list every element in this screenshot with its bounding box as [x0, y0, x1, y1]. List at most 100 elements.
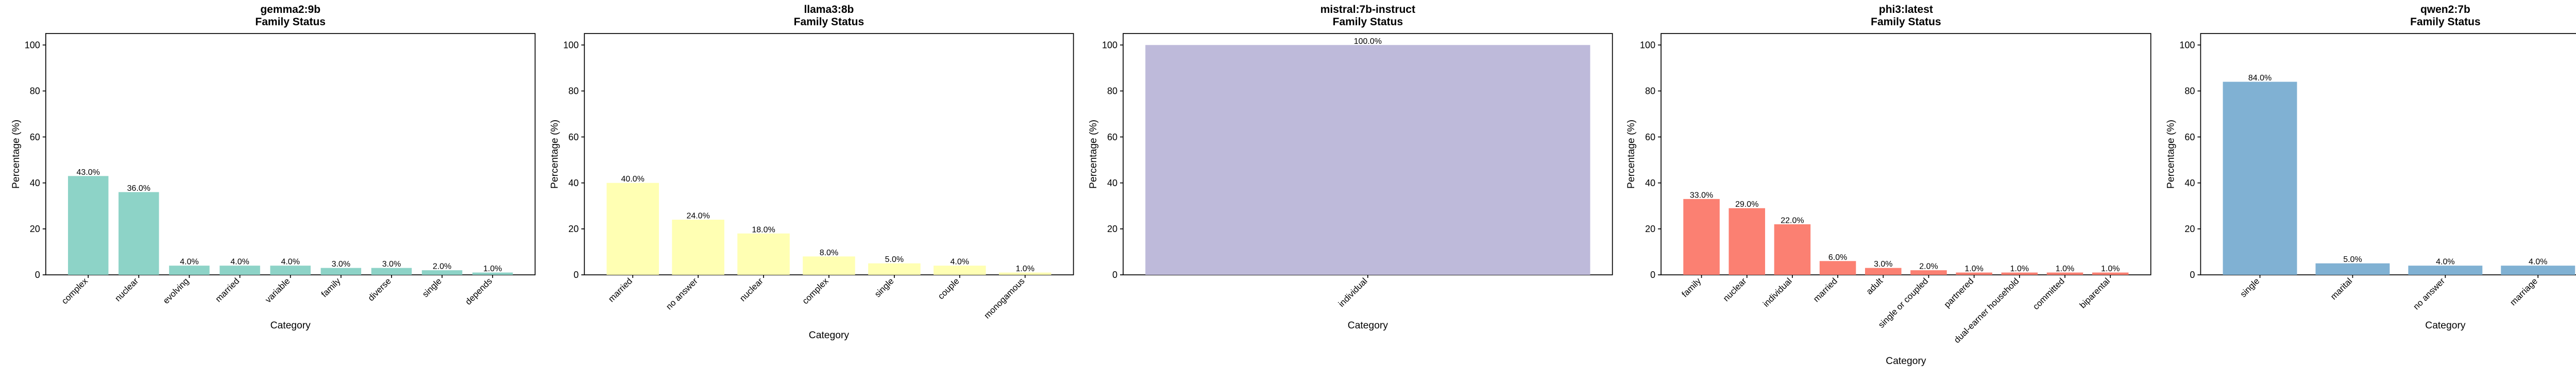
- svg-text:monogamous: monogamous: [982, 276, 1026, 320]
- svg-text:3.0%: 3.0%: [1874, 260, 1892, 269]
- svg-text:couple: couple: [936, 276, 961, 301]
- svg-text:llama3:8b: llama3:8b: [804, 4, 854, 15]
- svg-text:no answer: no answer: [664, 276, 700, 311]
- svg-text:22.0%: 22.0%: [1781, 216, 1804, 225]
- svg-text:4.0%: 4.0%: [281, 258, 299, 267]
- svg-text:single: single: [873, 276, 896, 299]
- svg-text:1.0%: 1.0%: [2101, 265, 2120, 273]
- svg-text:complex: complex: [60, 276, 90, 306]
- svg-text:80: 80: [30, 86, 40, 96]
- svg-text:60: 60: [1107, 132, 1117, 142]
- svg-text:married: married: [1811, 276, 1839, 304]
- svg-text:40: 40: [2184, 178, 2195, 188]
- svg-text:0: 0: [2190, 270, 2195, 280]
- svg-text:single or coupled: single or coupled: [1876, 276, 1930, 329]
- svg-text:qwen2:7b: qwen2:7b: [2420, 4, 2470, 15]
- svg-text:5.0%: 5.0%: [2343, 255, 2362, 264]
- svg-text:biparental: biparental: [2078, 276, 2112, 310]
- svg-text:1.0%: 1.0%: [2056, 265, 2074, 273]
- svg-text:committed: committed: [2031, 276, 2066, 311]
- svg-text:gemma2:9b: gemma2:9b: [260, 4, 320, 15]
- svg-text:individual: individual: [1761, 276, 1794, 309]
- svg-text:5.0%: 5.0%: [885, 255, 904, 264]
- svg-text:43.0%: 43.0%: [77, 168, 100, 177]
- svg-text:80: 80: [1645, 86, 1655, 96]
- svg-text:Category: Category: [809, 330, 850, 341]
- svg-text:single: single: [420, 276, 444, 299]
- svg-text:Percentage (%): Percentage (%): [11, 120, 22, 189]
- svg-text:mistral:7b-instruct: mistral:7b-instruct: [1320, 4, 1415, 15]
- svg-text:20: 20: [1107, 224, 1117, 234]
- svg-text:variable: variable: [263, 276, 292, 305]
- svg-text:0: 0: [1112, 270, 1117, 280]
- svg-text:60: 60: [568, 132, 579, 142]
- svg-text:2.0%: 2.0%: [433, 262, 451, 271]
- svg-text:adult: adult: [1865, 276, 1885, 296]
- svg-text:4.0%: 4.0%: [180, 258, 198, 267]
- svg-text:0: 0: [573, 270, 579, 280]
- svg-text:0: 0: [35, 270, 40, 280]
- svg-text:3.0%: 3.0%: [332, 260, 350, 269]
- svg-text:40: 40: [30, 178, 40, 188]
- svg-text:80: 80: [1107, 86, 1117, 96]
- svg-text:Percentage (%): Percentage (%): [1626, 120, 1637, 189]
- svg-text:1.0%: 1.0%: [1015, 265, 1034, 273]
- svg-text:nuclear: nuclear: [1721, 276, 1749, 303]
- svg-text:33.0%: 33.0%: [1690, 191, 1713, 200]
- svg-text:Family Status: Family Status: [794, 16, 865, 28]
- svg-text:family: family: [319, 276, 343, 299]
- svg-text:29.0%: 29.0%: [1735, 200, 1758, 209]
- svg-text:Family Status: Family Status: [2410, 16, 2481, 28]
- svg-text:Category: Category: [1886, 356, 1926, 367]
- svg-text:Category: Category: [2425, 320, 2466, 331]
- svg-text:complex: complex: [801, 276, 831, 306]
- svg-text:Family Status: Family Status: [255, 16, 326, 28]
- svg-text:marital: marital: [2329, 276, 2354, 302]
- svg-text:Family Status: Family Status: [1871, 16, 1941, 28]
- svg-text:evolving: evolving: [161, 276, 191, 306]
- svg-text:Percentage (%): Percentage (%): [549, 120, 560, 189]
- svg-text:40.0%: 40.0%: [621, 175, 645, 184]
- svg-text:1.0%: 1.0%: [1964, 265, 1983, 273]
- svg-text:4.0%: 4.0%: [2436, 258, 2454, 267]
- svg-text:marriage: marriage: [2508, 276, 2539, 307]
- svg-text:married: married: [606, 276, 634, 304]
- svg-text:phi3:latest: phi3:latest: [1879, 4, 1933, 15]
- svg-text:partnered: partnered: [1942, 276, 1976, 309]
- svg-text:20: 20: [30, 224, 40, 234]
- svg-text:3.0%: 3.0%: [382, 260, 401, 269]
- svg-text:family: family: [1680, 276, 1703, 299]
- svg-text:no answer: no answer: [2411, 276, 2447, 311]
- svg-text:40: 40: [568, 178, 579, 188]
- svg-text:60: 60: [30, 132, 40, 142]
- svg-text:diverse: diverse: [366, 276, 393, 303]
- svg-text:100: 100: [1102, 40, 1117, 50]
- svg-text:married: married: [213, 276, 241, 304]
- svg-text:40: 40: [1645, 178, 1655, 188]
- svg-text:60: 60: [1645, 132, 1655, 142]
- svg-text:2.0%: 2.0%: [1919, 262, 1938, 271]
- svg-text:60: 60: [2184, 132, 2195, 142]
- svg-text:4.0%: 4.0%: [951, 258, 969, 267]
- svg-text:1.0%: 1.0%: [2010, 265, 2029, 273]
- svg-text:40: 40: [1107, 178, 1117, 188]
- svg-text:Category: Category: [270, 320, 311, 331]
- svg-text:20: 20: [1645, 224, 1655, 234]
- svg-text:Percentage (%): Percentage (%): [2165, 120, 2176, 189]
- svg-text:100: 100: [25, 40, 40, 50]
- svg-text:84.0%: 84.0%: [2248, 74, 2272, 83]
- svg-text:24.0%: 24.0%: [686, 212, 709, 221]
- svg-text:6.0%: 6.0%: [1828, 253, 1847, 262]
- svg-text:8.0%: 8.0%: [820, 249, 838, 257]
- svg-text:0: 0: [1650, 270, 1655, 280]
- svg-text:nuclear: nuclear: [738, 276, 765, 303]
- svg-text:100: 100: [563, 40, 579, 50]
- svg-text:nuclear: nuclear: [113, 276, 140, 303]
- svg-text:4.0%: 4.0%: [230, 258, 249, 267]
- svg-text:100: 100: [1640, 40, 1655, 50]
- svg-text:80: 80: [2184, 86, 2195, 96]
- svg-text:individual: individual: [1336, 276, 1369, 309]
- svg-text:Category: Category: [1348, 320, 1388, 331]
- svg-text:36.0%: 36.0%: [127, 184, 150, 193]
- svg-text:Percentage (%): Percentage (%): [1088, 120, 1099, 189]
